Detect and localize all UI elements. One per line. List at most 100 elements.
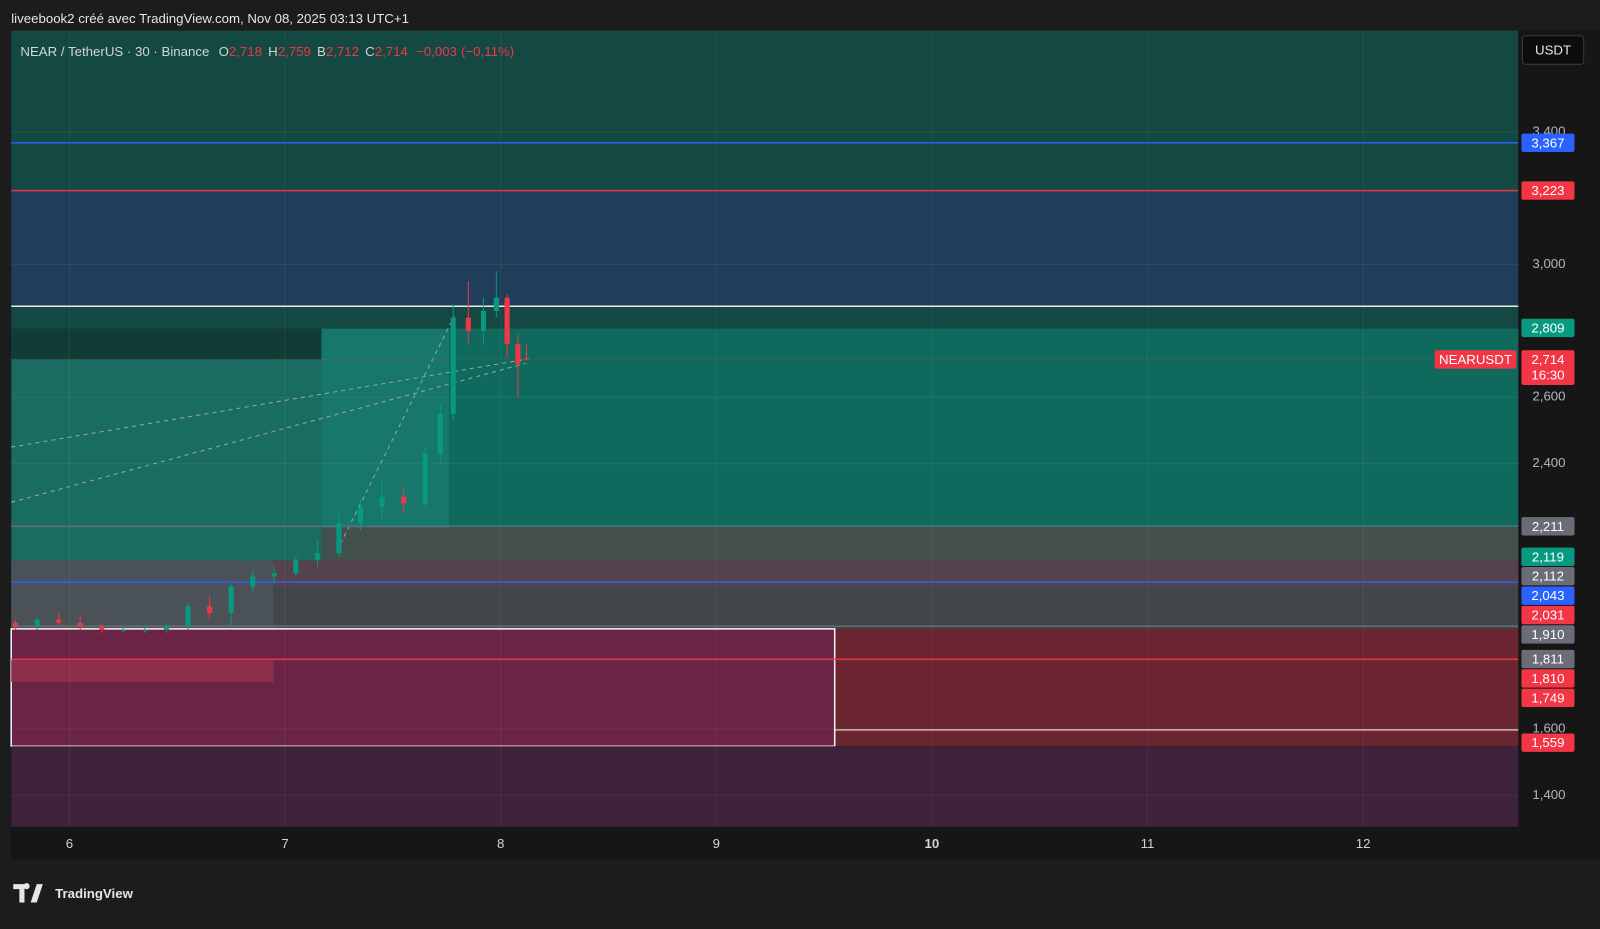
zone [11,189,1519,307]
x-tick-label: 9 [713,836,720,851]
brand-name: TradingView [55,886,133,901]
price-badge [1521,586,1575,605]
time-axis [11,826,1519,860]
price-badges: 3,367 3,223 2,809 2,211 2,119 2,112 2,043 2,031… [1434,133,1575,752]
price-badge-label: 2,119 [1532,549,1564,564]
x-tick-label: 7 [281,836,288,851]
levels [11,141,1519,661]
candle-body [99,626,105,630]
symbol: NEAR / TetherUS · 30 · Binance [20,44,209,59]
trend-line [11,358,526,448]
candle-body [493,297,499,311]
candle-body [34,619,40,627]
candle-body [207,606,213,613]
price-badge [1521,133,1575,152]
zone [834,628,1519,747]
legend-key: H [268,44,278,59]
candle-body [379,496,385,507]
candle-body [465,317,471,331]
y-tick-label: 2,600 [1532,389,1565,404]
x-tick-label: 10 [925,836,940,851]
logo: TradingView [13,883,134,903]
price-badge [1521,649,1575,669]
symbol-badge [1434,350,1517,369]
candle-body [185,606,191,627]
price-badge [1521,181,1575,200]
trend-line [11,362,526,503]
candle-body [142,629,148,631]
currency-button[interactable] [1521,35,1585,65]
candle-body [250,576,256,587]
price-badge-label: 2,043 [1531,588,1564,603]
candle-body [77,622,83,627]
price-badge-label: 1,811 [1532,652,1564,667]
y-tick-label: 2,400 [1532,455,1565,470]
price-badge-label: 3,223 [1531,183,1564,198]
trend-line [336,316,455,552]
candle-body [228,586,234,613]
zone [11,560,274,629]
zone [11,746,1519,827]
legend-value: 2,712 [326,44,359,59]
price-badge [1521,547,1575,567]
candle-body [437,413,443,454]
price-badge-label: 2,211 [1532,519,1564,534]
candle-body [314,553,320,560]
candle-body [357,506,364,524]
candle-body [163,626,170,630]
price-badge [1521,605,1575,625]
zone-box [10,628,836,748]
price-axis [1518,30,1600,860]
legend-change: −0,003 [416,44,457,59]
zone [321,527,1519,561]
price-badge [1521,567,1575,586]
zone [11,359,322,561]
candle-body [56,619,62,623]
countdown: 16:30 [1531,367,1564,382]
candle-body [293,559,299,574]
legend-change-pct: (−0,11%) [461,44,514,59]
price-badge-label: 1,749 [1531,690,1564,705]
price-badge-label: 1,810 [1531,671,1564,686]
y-tick-label: 1,400 [1532,787,1565,802]
x-tick-label: 12 [1356,836,1371,851]
candle-body [422,453,428,504]
candle-body [120,629,126,631]
legend-value: 2,759 [278,44,311,59]
grid [11,30,1519,827]
zone [11,30,1519,190]
currency-label[interactable]: USDT [1535,43,1571,58]
price-badge-label: 2,031 [1531,608,1564,623]
legend: NEAR / TetherUS · 30 · Binance O2,718 H2,7… [20,44,514,59]
zone [11,660,274,682]
price-badge [1521,517,1575,536]
x-tick-label: 6 [66,836,73,851]
price-badge-label: 1,559 [1531,735,1564,750]
symbol-badge-label: NEARUSDT [1439,352,1512,367]
price-badge-label: 2,112 [1532,569,1564,584]
price-badge [1521,733,1575,752]
current-price-label: 2,714 [1531,352,1564,367]
price-badge [1521,625,1575,644]
candle-body [271,573,277,577]
zone [11,328,322,360]
current-price-badge [1521,350,1575,385]
zone [273,560,1519,588]
price-badge [1521,669,1575,688]
legend-value: 2,718 [229,44,262,59]
candle-body [504,297,510,345]
candle-body [12,622,19,627]
legend-key: O [219,44,229,59]
logo-mark [13,883,43,903]
price-badge-label: 2,809 [1531,320,1564,335]
price-badge [1521,318,1575,338]
candles [12,271,530,633]
price-badge [1521,688,1575,708]
candle-body [523,358,530,360]
x-tick-label: 8 [497,836,504,851]
zone [321,328,449,528]
x-tick-label: 11 [1141,836,1155,851]
candle-body [336,523,342,554]
